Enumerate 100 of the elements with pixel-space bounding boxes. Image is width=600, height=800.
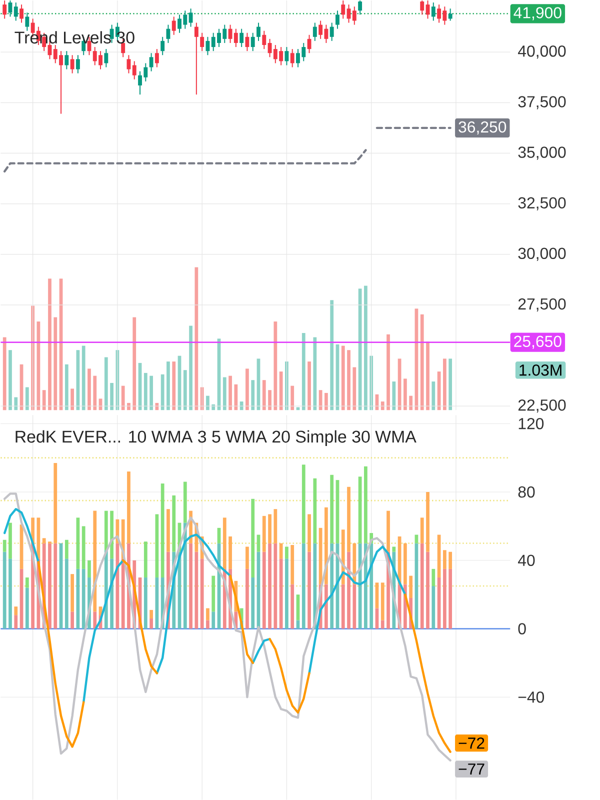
bar [330, 543, 334, 629]
bar [420, 314, 424, 410]
bar [144, 577, 148, 629]
candlestick [290, 48, 294, 68]
candlestick [76, 54, 80, 74]
bar [426, 552, 430, 629]
candlestick [104, 48, 108, 68]
bar [25, 387, 29, 410]
bar [308, 362, 311, 410]
bar [302, 332, 306, 410]
bar [432, 586, 436, 629]
candlestick [20, 4, 24, 24]
bar [166, 509, 170, 552]
bar [206, 608, 210, 620]
bar [262, 380, 266, 410]
y-tick-label: 0 [518, 623, 526, 634]
bar [380, 582, 384, 620]
bar [25, 588, 29, 629]
bar [352, 367, 356, 410]
bar [414, 534, 418, 544]
bar [380, 402, 384, 410]
bar [82, 346, 86, 410]
bar [420, 543, 424, 629]
bar [274, 322, 278, 410]
y-tick-label: 80 [518, 486, 535, 498]
y-tick-label: 27,500 [518, 298, 566, 312]
bar [274, 509, 278, 544]
bar [222, 377, 226, 410]
bar [189, 326, 192, 410]
bar [274, 543, 278, 629]
bar [42, 538, 46, 544]
bar [370, 543, 374, 629]
bar [127, 471, 130, 544]
bar [308, 514, 311, 552]
bar [228, 536, 232, 569]
bar [121, 386, 125, 410]
y-tick-label: 40 [518, 554, 535, 566]
candlestick [132, 60, 136, 80]
bar [347, 350, 350, 410]
bar [14, 397, 18, 410]
bar [8, 350, 12, 410]
bar [284, 546, 288, 559]
candlestick [284, 46, 289, 66]
bar [194, 552, 198, 629]
bar [155, 577, 159, 629]
bar [448, 358, 452, 410]
candlestick [262, 30, 266, 50]
bar [330, 300, 334, 410]
bar [116, 543, 120, 629]
bar [144, 542, 148, 578]
bar [256, 534, 260, 552]
bar [150, 610, 153, 618]
candlestick [420, 0, 424, 16]
bar [341, 584, 345, 629]
bar [70, 574, 74, 612]
bar [262, 552, 266, 629]
bar [279, 372, 283, 410]
y-tick-label: 32,500 [518, 197, 566, 210]
bar [296, 407, 300, 410]
bar [318, 528, 322, 584]
bar [290, 386, 294, 410]
candlestick [256, 22, 260, 42]
candlestick [14, 2, 18, 22]
candlestick [2, 0, 7, 20]
bar [284, 558, 288, 629]
bar [166, 362, 170, 410]
bar [54, 462, 58, 544]
candlestick [341, 0, 346, 20]
bar [420, 518, 424, 544]
bar [212, 576, 216, 612]
bar [64, 540, 68, 559]
ref-line-label: 25,650 [514, 336, 562, 349]
bar [318, 390, 322, 410]
bar [183, 370, 187, 410]
candlestick [188, 8, 193, 28]
candlestick [172, 16, 176, 36]
bar [347, 486, 350, 552]
bar [448, 552, 452, 569]
bar [234, 384, 238, 410]
bar [330, 474, 334, 544]
bar [121, 558, 125, 629]
bar [352, 584, 356, 629]
bar [324, 392, 328, 410]
bar [279, 543, 283, 559]
bar [14, 615, 18, 629]
bar [70, 388, 74, 410]
y-tick-label: 35,000 [518, 146, 566, 160]
bar [194, 267, 198, 410]
bar [54, 543, 58, 629]
bar [155, 514, 159, 578]
candlestick [200, 32, 204, 52]
bar [93, 612, 97, 629]
bar [82, 568, 86, 629]
bar [70, 612, 74, 629]
bar [48, 543, 52, 629]
bar [189, 543, 192, 629]
bar [82, 526, 86, 569]
bar [308, 552, 311, 629]
bar [375, 608, 379, 629]
bar [324, 584, 328, 629]
